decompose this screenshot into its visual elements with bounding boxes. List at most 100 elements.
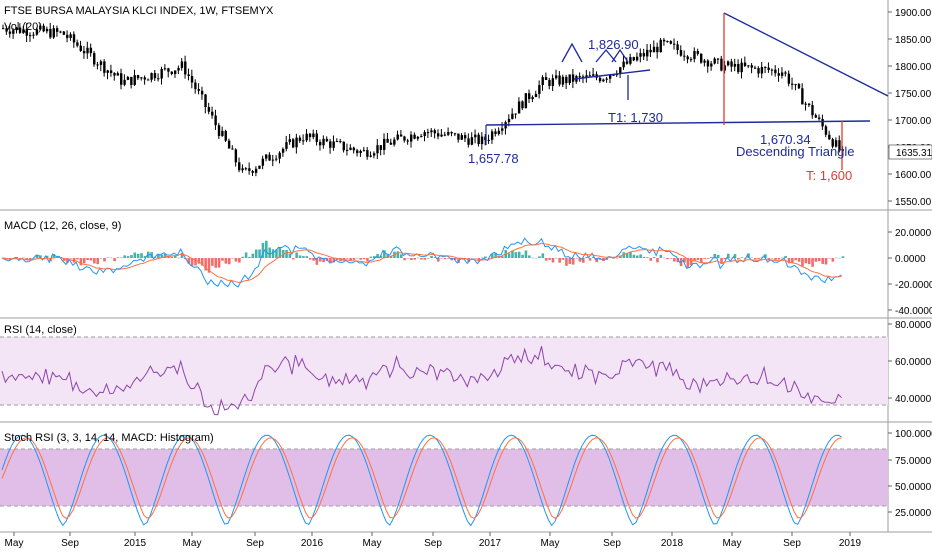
candle-body [730, 61, 733, 67]
macd-histogram-bar [22, 257, 25, 259]
candle-body [383, 138, 386, 150]
candle-body [740, 62, 743, 73]
macd-histogram-bar [676, 258, 679, 263]
macd-histogram-bar [109, 257, 113, 259]
macd-histogram-bar [726, 253, 730, 258]
macd-histogram-bar [35, 254, 39, 258]
macd-histogram-bar [686, 258, 690, 269]
macd-histogram-bar [136, 253, 140, 258]
macd-histogram-bar [167, 256, 170, 258]
macd-histogram-bar [757, 258, 760, 260]
macd-histogram-bar [359, 258, 363, 260]
candle-body [474, 134, 477, 138]
macd-histogram-bar [302, 256, 305, 258]
macd-histogram-bar [329, 258, 332, 264]
stoch-y-tick-label: 25.0000 [895, 508, 932, 519]
macd-histogram-bar [315, 258, 319, 265]
macd-histogram-bar [52, 254, 56, 258]
macd-histogram-bar [619, 255, 622, 258]
candle-body [143, 77, 147, 80]
macd-histogram-bar [558, 258, 561, 263]
macd-histogram-bar [747, 253, 750, 258]
candle-body [649, 49, 652, 53]
candle-body [271, 159, 275, 161]
candle-body [69, 34, 72, 38]
candle-body [103, 61, 106, 73]
macd-histogram-bar [376, 254, 379, 258]
macd-histogram-bar [241, 256, 245, 258]
price-y-tick-label: 1900.00 [895, 8, 932, 19]
candle-body [470, 137, 474, 145]
candle-body [187, 74, 190, 76]
candle-body [93, 53, 96, 65]
candle-body [160, 68, 163, 79]
candle-body [787, 73, 791, 84]
candle-body [753, 67, 757, 69]
macd-histogram-bar [130, 255, 133, 258]
macd-histogram-bar [514, 252, 518, 258]
macd-histogram-bar [767, 258, 771, 261]
candle-body [706, 60, 710, 67]
candle-body [49, 28, 52, 38]
candle-body [821, 118, 824, 127]
target-label: T: 1,600 [806, 168, 852, 183]
candle-body [258, 165, 261, 169]
macd-histogram-bar [824, 258, 828, 265]
candle-body [109, 70, 113, 73]
low2-label: 1,670.34 [760, 132, 811, 147]
neckline [573, 69, 651, 80]
macd-histogram-bar [625, 252, 629, 258]
macd-histogram-bar [217, 258, 221, 268]
candle-body [248, 168, 251, 172]
candle-body [120, 73, 123, 85]
candle-body [275, 158, 278, 160]
macd-histogram-bar [490, 253, 494, 258]
candle-body [150, 73, 153, 80]
macd-histogram-bar [426, 258, 430, 259]
candle-body [318, 141, 322, 146]
macd-line [1, 237, 842, 288]
x-tick-label: Sep [603, 538, 621, 549]
candle-body [362, 150, 366, 152]
candle-body [79, 45, 82, 51]
macd-histogram-bar [362, 258, 366, 260]
macd-histogram-bar [406, 258, 410, 259]
candle-body [45, 28, 49, 32]
candle-body [140, 77, 143, 79]
macd-histogram-bar [841, 256, 845, 258]
macd-histogram-bar [811, 258, 814, 267]
candle-body [366, 150, 369, 157]
candle-body [683, 55, 686, 57]
macd-histogram-bar [716, 254, 720, 258]
macd-histogram-bar [710, 257, 713, 258]
candle-body [497, 130, 501, 135]
candle-body [356, 150, 359, 154]
macd-histogram-bar [730, 257, 733, 259]
macd-histogram-bar [399, 254, 403, 258]
macd-histogram-bar [227, 258, 231, 265]
candle-body [207, 107, 211, 112]
candle-body [265, 154, 268, 159]
macd-histogram-bar [113, 258, 116, 262]
candle-body [157, 78, 160, 80]
x-tick-label: May [5, 538, 24, 549]
macd-histogram-bar [271, 249, 275, 258]
candle-body [551, 78, 555, 87]
candle-body [733, 63, 737, 67]
macd-histogram-bar [281, 249, 285, 258]
candle-body [635, 56, 639, 61]
candle-body [72, 34, 76, 43]
macd-histogram-bar [605, 258, 609, 260]
macd-histogram-bar [669, 258, 673, 259]
candle-body [544, 77, 548, 80]
macd-histogram-bar [521, 254, 524, 258]
candle-body [747, 65, 750, 67]
candle-body [99, 61, 103, 65]
candle-body [447, 132, 450, 135]
price-y-tick-label: 1550.00 [895, 197, 932, 208]
macd-histogram-bar [45, 255, 49, 258]
candle-body [349, 147, 352, 150]
candle-body [106, 70, 109, 73]
candle-body [696, 50, 700, 54]
x-tick-label: 2016 [301, 538, 324, 549]
